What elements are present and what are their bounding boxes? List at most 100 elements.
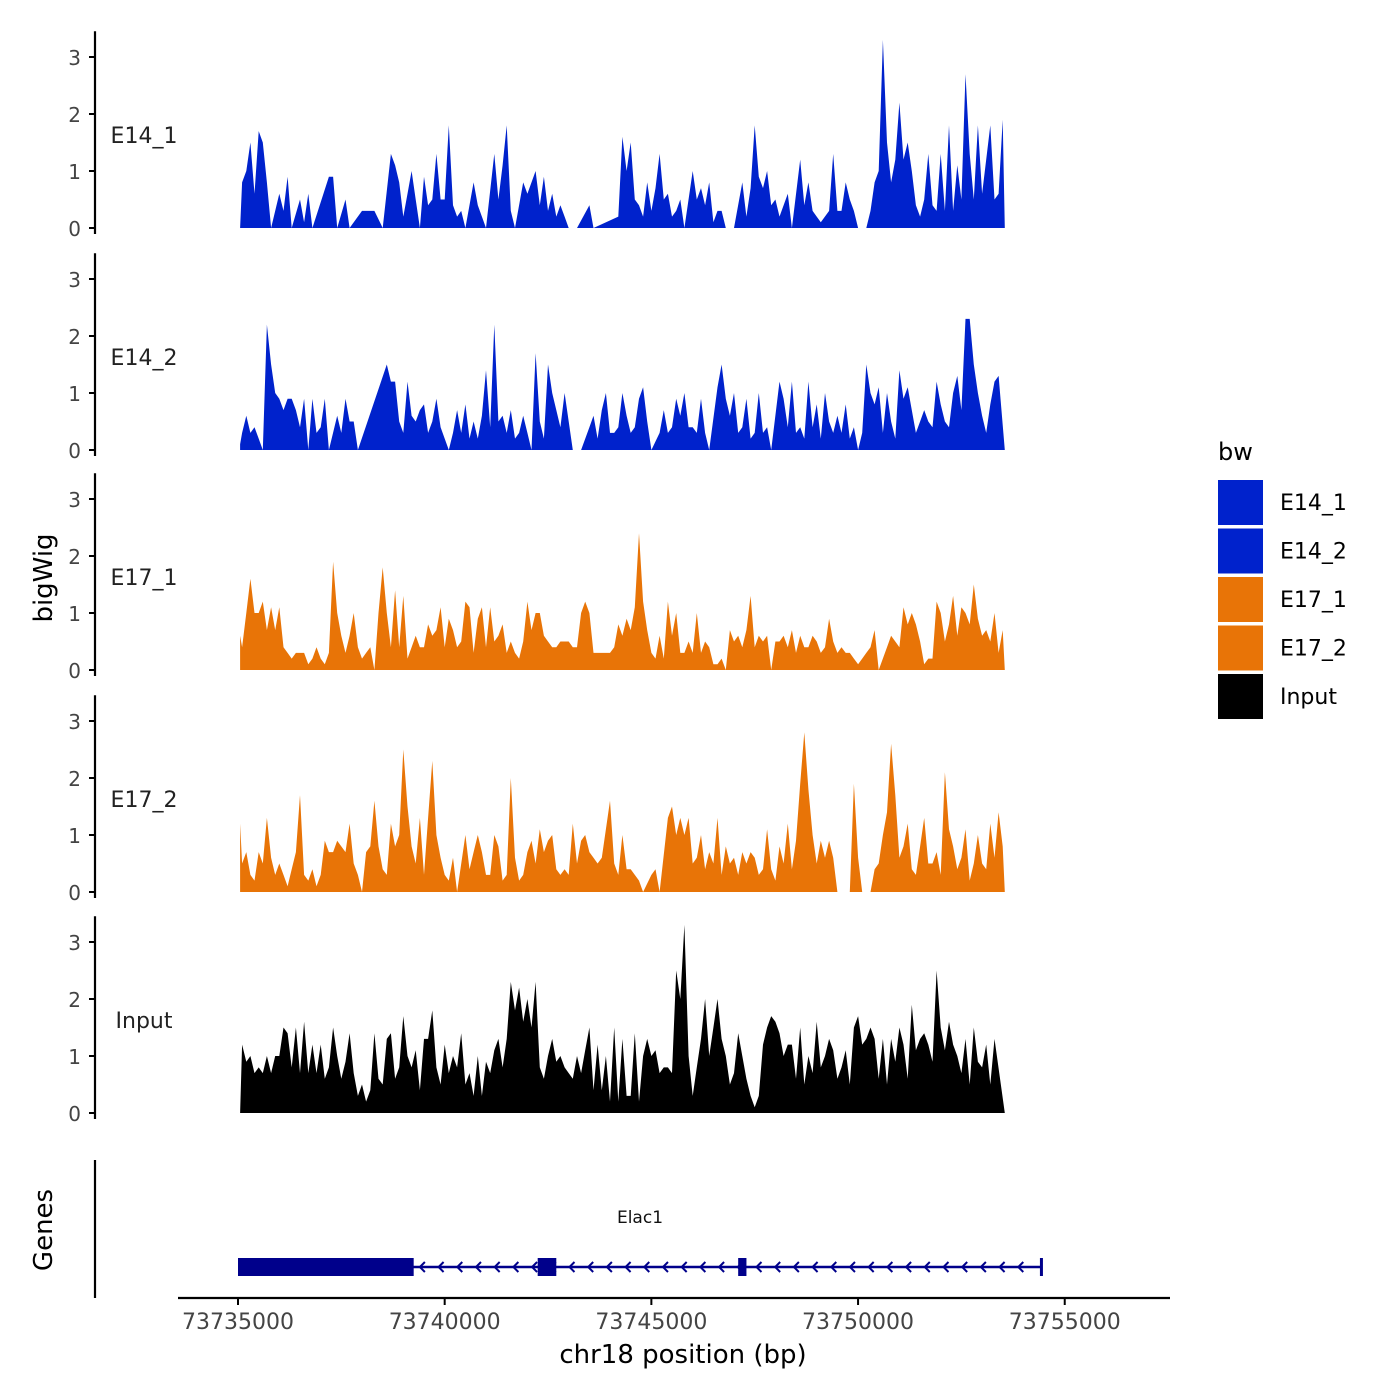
x-tick-label: 73735000	[182, 1310, 294, 1335]
y-tick-label: 0	[68, 881, 81, 905]
y-tick-label: 1	[68, 160, 81, 184]
strand-arrow	[605, 1261, 613, 1273]
strand-arrow	[530, 1261, 538, 1273]
x-tick-label: 73750000	[802, 1310, 914, 1335]
x-axis-title: chr18 position (bp)	[559, 1340, 806, 1370]
strand-arrow	[811, 1261, 819, 1273]
legend-swatch	[1218, 674, 1263, 719]
strand-arrow	[642, 1261, 650, 1273]
y-tick-label: 1	[68, 602, 81, 626]
legend-label: Input	[1280, 685, 1337, 710]
legend-item-E17_2: E17_2	[1218, 625, 1347, 671]
strand-arrow	[624, 1261, 632, 1273]
gene-label: Elac1	[617, 1208, 663, 1228]
strand-arrow	[885, 1261, 894, 1273]
genes-track: Elac1	[93, 1160, 1043, 1298]
legend-label: E17_1	[1280, 588, 1347, 613]
strand-arrow	[923, 1261, 931, 1273]
strand-arrow	[979, 1261, 987, 1273]
legend-item-E14_2: E14_2	[1218, 528, 1347, 574]
legend-swatch	[1218, 480, 1263, 525]
strand-arrow	[568, 1261, 576, 1273]
y-tick-label: 0	[68, 1102, 81, 1126]
strand-arrow	[904, 1261, 912, 1273]
legend-swatch	[1218, 528, 1263, 574]
legend-title: bw	[1218, 438, 1253, 466]
track-E14_1: 0 1 2 3 E14_1	[68, 31, 1005, 241]
y-tick-label: 0	[68, 217, 81, 241]
y-tick-label: 2	[68, 988, 81, 1012]
genes-track-title: Genes	[29, 1189, 59, 1271]
track-Input: 0 1 2 3 Input	[68, 916, 1005, 1126]
y-tick-label: 3	[68, 710, 81, 734]
y-tick-label: 3	[68, 268, 81, 292]
y-tick-label: 1	[68, 382, 81, 406]
strand-arrow	[960, 1261, 968, 1273]
y-tick-label: 2	[68, 545, 81, 569]
y-tick-label: 3	[68, 931, 81, 955]
strand-arrow	[848, 1261, 856, 1273]
strand-arrow	[586, 1261, 594, 1273]
y-tick-label: 0	[68, 659, 81, 683]
exon	[1039, 1258, 1043, 1276]
track-label-E14_2: E14_2	[111, 346, 178, 371]
track-label-Input: Input	[116, 1009, 173, 1034]
exon	[238, 1258, 414, 1276]
strand-arrow	[661, 1261, 669, 1273]
y-tick-label: 1	[68, 824, 81, 848]
track-label-E17_1: E17_1	[111, 566, 178, 591]
x-tick-label: 73745000	[595, 1310, 707, 1335]
strand-arrow	[792, 1261, 800, 1273]
y-tick-label: 1	[68, 1045, 81, 1069]
strand-arrow	[680, 1261, 688, 1273]
signal-area-E14_2	[240, 318, 1005, 450]
gene-Elac1: Elac1	[238, 1208, 1043, 1276]
bigwig-tracks: 0 1 2 3 E14_1 0 1 2 3 E14_2 0 1 2 3 E17_1 0 1 2 3 E17_2 0 1 2 3…	[68, 31, 1005, 1126]
y-tick-label: 3	[68, 46, 81, 70]
strand-arrow	[998, 1261, 1006, 1273]
strand-arrow	[755, 1261, 763, 1273]
strand-arrow	[1016, 1261, 1024, 1273]
strand-arrow	[474, 1261, 482, 1273]
track-label-E17_2: E17_2	[111, 788, 178, 813]
strand-arrow	[717, 1261, 725, 1273]
track-label-E14_1: E14_1	[111, 124, 178, 149]
y-axis-title: bigWig	[29, 533, 59, 622]
strand-arrow	[511, 1261, 520, 1273]
legend: E14_1 E14_2 E17_1 E17_2 Input	[1218, 480, 1347, 719]
strand-arrow	[418, 1261, 426, 1273]
exon	[537, 1258, 557, 1276]
signal-area-E14_1	[240, 39, 1005, 229]
strand-arrow	[698, 1261, 707, 1273]
y-tick-label: 2	[68, 767, 81, 791]
exon	[738, 1258, 747, 1276]
legend-label: E17_2	[1280, 637, 1347, 662]
legend-swatch	[1218, 625, 1263, 671]
legend-label: E14_2	[1280, 540, 1347, 565]
track-E17_2: 0 1 2 3 E17_2	[68, 695, 1005, 905]
strand-arrow	[867, 1261, 875, 1273]
signal-area-E17_2	[240, 732, 1005, 892]
strand-arrow	[437, 1261, 445, 1273]
legend-item-Input: Input	[1218, 674, 1337, 719]
track-E14_2: 0 1 2 3 E14_2	[68, 253, 1005, 463]
x-tick-label: 73755000	[1009, 1310, 1121, 1335]
track-E17_1: 0 1 2 3 E17_1	[68, 473, 1005, 683]
strand-arrow	[455, 1261, 463, 1273]
y-tick-label: 2	[68, 103, 81, 127]
x-axis: 73735000 73740000 73745000 73750000 73755000	[178, 1296, 1170, 1335]
strand-arrow	[829, 1261, 837, 1273]
legend-label: E14_1	[1280, 491, 1347, 516]
legend-item-E17_1: E17_1	[1218, 577, 1347, 622]
y-tick-label: 2	[68, 325, 81, 349]
legend-swatch	[1218, 577, 1263, 622]
strand-arrow	[773, 1261, 781, 1273]
signal-area-E17_1	[240, 533, 1005, 670]
x-tick-label: 73740000	[389, 1310, 501, 1335]
y-tick-label: 0	[68, 439, 81, 463]
strand-arrow	[942, 1261, 950, 1273]
strand-arrow	[493, 1261, 501, 1273]
signal-area-Input	[240, 924, 1005, 1113]
legend-item-E14_1: E14_1	[1218, 480, 1347, 525]
